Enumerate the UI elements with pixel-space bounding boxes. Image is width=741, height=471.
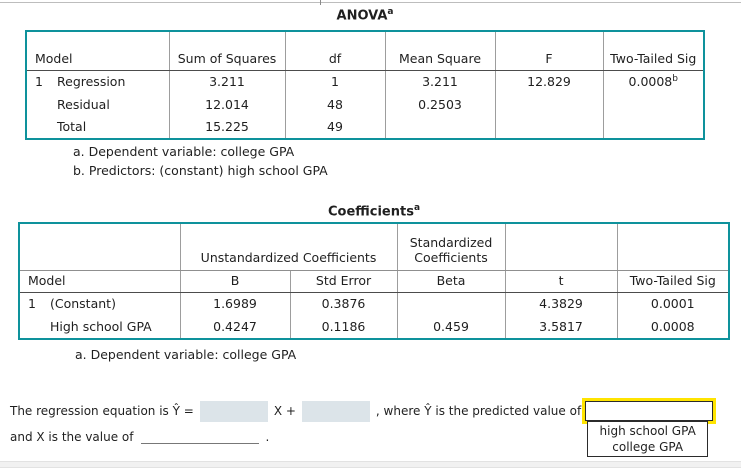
x-value-text-after-blank: . bbox=[265, 430, 270, 444]
model-cell: 1 Regression bbox=[27, 70, 169, 93]
top-divider-tick bbox=[320, 0, 321, 5]
column-header-model: Model bbox=[20, 270, 180, 293]
intercept-input[interactable] bbox=[301, 400, 370, 422]
column-header-std-error: Std Error bbox=[289, 270, 398, 293]
model-label: Regression bbox=[57, 74, 126, 90]
anova-footnote-a: a. Dependent variable: college GPA bbox=[73, 144, 295, 159]
column-header-model: Model bbox=[27, 32, 169, 71]
model-cell: Residual bbox=[27, 93, 169, 115]
table-cell bbox=[494, 115, 603, 138]
sig-superscript: b bbox=[672, 74, 678, 85]
table-cell: 3.211 bbox=[384, 70, 495, 94]
group-header-unstandardized: Unstandardized Coefficients bbox=[179, 224, 398, 271]
column-header-sig: Two-Tailed Sig bbox=[616, 270, 729, 293]
dropdown-selected-box[interactable] bbox=[585, 401, 714, 421]
anova-table: Model Sum of Squares df Mean Square F Tw… bbox=[25, 30, 705, 140]
table-cell bbox=[602, 93, 703, 116]
x-value-text-before-blank: and X is the value of bbox=[10, 430, 134, 444]
table-cell: 1 bbox=[284, 70, 385, 94]
coefficients-table: Unstandardized Coefficients Standardized… bbox=[18, 222, 730, 340]
table-cell: 0.0001 bbox=[616, 292, 729, 316]
column-header-mean-square: Mean Square bbox=[384, 32, 495, 71]
coefficients-group-header-row: Unstandardized Coefficients Standardized… bbox=[20, 224, 729, 271]
table-cell: 1.6989 bbox=[179, 292, 290, 316]
x-value-line: and X is the value of . bbox=[10, 424, 269, 444]
table-cell: 48 bbox=[284, 93, 385, 116]
model-label: High school GPA bbox=[50, 319, 152, 335]
group-header-standardized: Standardized Coefficients bbox=[396, 224, 506, 271]
column-header-sig: Two-Tailed Sig bbox=[602, 32, 703, 71]
anova-title-text: ANOVA bbox=[336, 8, 388, 24]
table-cell: 4.3829 bbox=[504, 292, 618, 316]
table-cell: 3.211 bbox=[168, 70, 285, 94]
table-cell: 0.0008 bbox=[616, 315, 729, 338]
column-header-beta: Beta bbox=[396, 270, 506, 293]
table-cell bbox=[384, 115, 495, 138]
anova-footnote-b: b. Predictors: (constant) high school GP… bbox=[73, 163, 328, 178]
slope-input[interactable] bbox=[199, 400, 268, 422]
equation-text-after-intercept: , where Ŷ is the predicted value of bbox=[375, 404, 582, 418]
table-cell: 0.3876 bbox=[289, 292, 398, 316]
column-header-f: F bbox=[494, 32, 603, 71]
model-label: (Constant) bbox=[50, 296, 116, 312]
table-cell: 0.4247 bbox=[179, 315, 290, 338]
model-label: Residual bbox=[57, 96, 110, 112]
coefficients-title: Coefficientsa bbox=[18, 203, 730, 219]
model-number: 1 bbox=[28, 296, 36, 312]
dropdown-options-list: high school GPA college GPA bbox=[587, 421, 709, 457]
model-cell: Total bbox=[27, 116, 169, 138]
table-cell: 0.459 bbox=[396, 315, 506, 338]
coefficients-footnote-a: a. Dependent variable: college GPA bbox=[75, 347, 297, 362]
coefficients-title-text: Coefficients bbox=[327, 204, 414, 220]
model-label: Total bbox=[57, 119, 87, 135]
group-header-standardized-line2: Coefficients bbox=[414, 249, 488, 265]
column-header-df: df bbox=[284, 32, 385, 71]
table-cell: 15.225 bbox=[168, 115, 285, 138]
column-header-b: B bbox=[179, 270, 290, 293]
equation-text-before-slope: The regression equation is Ŷ = bbox=[10, 404, 194, 418]
table-cell bbox=[494, 93, 603, 116]
group-header-standardized-line1: Standardized bbox=[409, 234, 493, 250]
column-header-t: t bbox=[504, 270, 618, 293]
regression-equation-line: The regression equation is Ŷ = X + , whe… bbox=[10, 399, 714, 457]
coefficients-table-grid: Unstandardized Coefficients Standardized… bbox=[20, 224, 729, 338]
coefficients-title-superscript: a bbox=[413, 203, 421, 213]
anova-table-grid: Model Sum of Squares df Mean Square F Tw… bbox=[27, 32, 703, 138]
x-variable-blank[interactable] bbox=[140, 429, 259, 444]
anova-title: ANOVAa bbox=[25, 7, 705, 23]
model-cell: High school GPA bbox=[20, 315, 180, 338]
top-divider bbox=[0, 2, 741, 3]
equation-text-between: X + bbox=[273, 404, 296, 418]
table-cell bbox=[602, 115, 703, 138]
table-cell: 12.829 bbox=[494, 70, 603, 94]
dropdown-option-high-school-gpa[interactable]: high school GPA bbox=[599, 424, 696, 438]
table-cell bbox=[396, 292, 506, 316]
table-cell: 12.014 bbox=[168, 93, 285, 116]
table-cell: 49 bbox=[284, 115, 385, 138]
predicted-value-dropdown[interactable]: high school GPA college GPA bbox=[585, 401, 714, 457]
table-cell: 0.2503 bbox=[384, 93, 495, 116]
group-header-empty bbox=[616, 224, 729, 271]
anova-row-residual: Residual 12.014 48 0.2503 bbox=[27, 93, 703, 116]
dropdown-option-college-gpa[interactable]: college GPA bbox=[612, 440, 684, 454]
model-cell: 1 (Constant) bbox=[20, 292, 180, 315]
anova-header-row: Model Sum of Squares df Mean Square F Tw… bbox=[27, 32, 703, 71]
coefficients-header-row: Model B Std Error Beta t Two-Tailed Sig bbox=[20, 270, 729, 293]
sig-value: 0.0008 bbox=[628, 74, 673, 90]
coefficients-row-constant: 1 (Constant) 1.6989 0.3876 4.3829 0.0001 bbox=[20, 292, 729, 316]
table-cell: 3.5817 bbox=[504, 315, 618, 338]
table-cell: 0.1186 bbox=[289, 315, 398, 338]
anova-row-total: Total 15.225 49 bbox=[27, 115, 703, 138]
model-number: 1 bbox=[35, 74, 43, 90]
coefficients-row-high-school-gpa: High school GPA 0.4247 0.1186 0.459 3.58… bbox=[20, 315, 729, 338]
group-header-empty bbox=[504, 224, 618, 271]
group-header-empty bbox=[20, 224, 180, 271]
anova-title-superscript: a bbox=[387, 7, 394, 17]
anova-row-regression: 1 Regression 3.211 1 3.211 12.829 0.0008b bbox=[27, 70, 703, 94]
table-cell: 0.0008b bbox=[602, 70, 703, 94]
collapsed-section-divider bbox=[0, 461, 741, 468]
column-header-sum-of-squares: Sum of Squares bbox=[168, 32, 285, 71]
